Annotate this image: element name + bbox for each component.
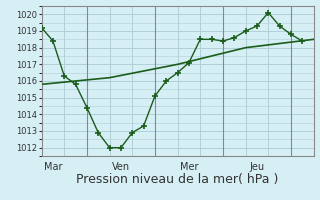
X-axis label: Pression niveau de la mer( hPa ): Pression niveau de la mer( hPa ) (76, 173, 279, 186)
Text: Ven: Ven (112, 162, 130, 172)
Text: Mar: Mar (44, 162, 62, 172)
Text: Mer: Mer (180, 162, 198, 172)
Text: Jeu: Jeu (249, 162, 265, 172)
